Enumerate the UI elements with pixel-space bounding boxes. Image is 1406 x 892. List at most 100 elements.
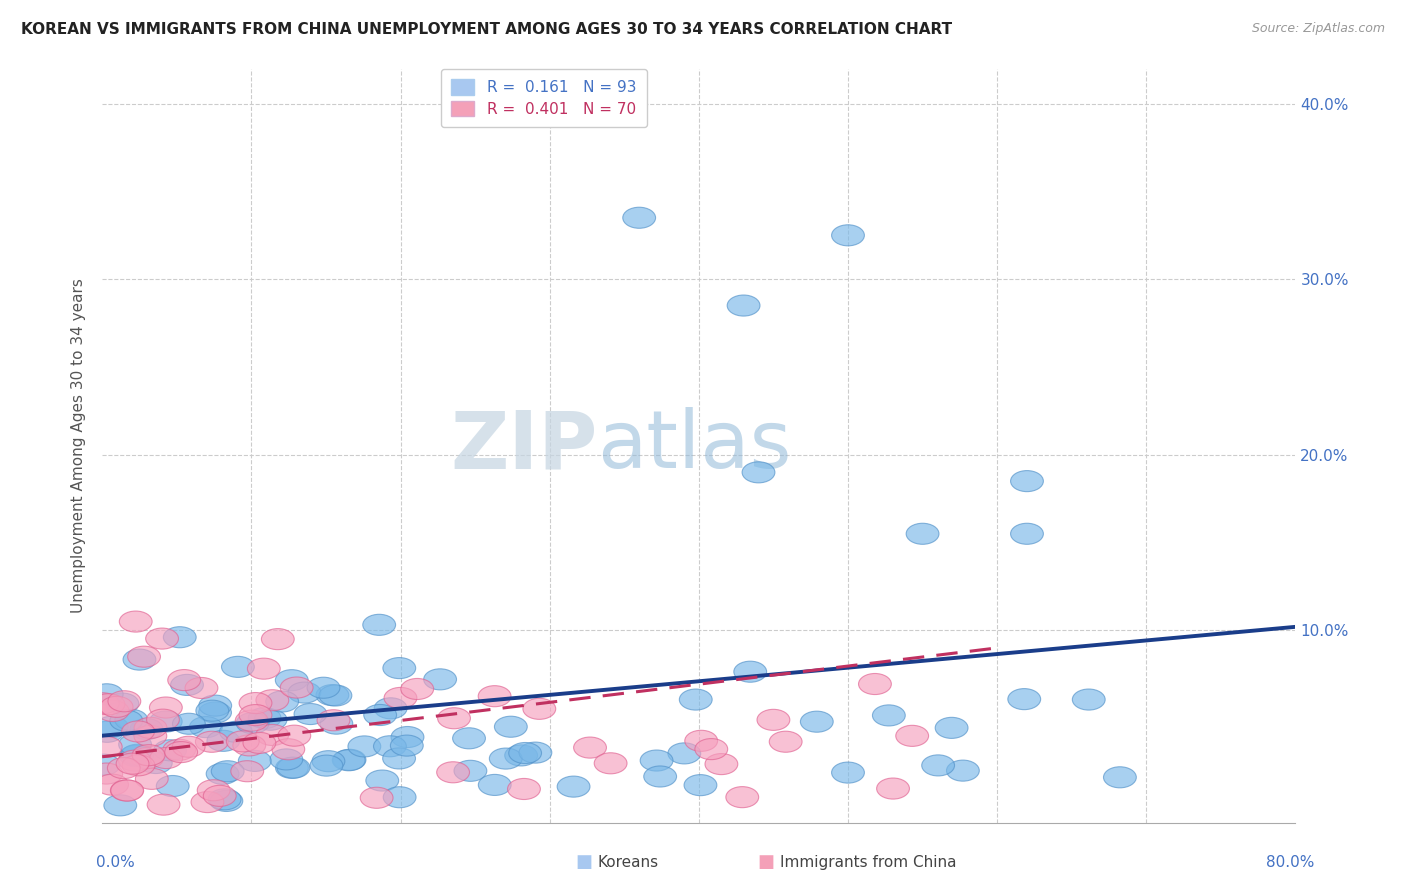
Ellipse shape	[1104, 767, 1136, 788]
Ellipse shape	[278, 725, 311, 747]
Ellipse shape	[231, 761, 264, 781]
Ellipse shape	[800, 711, 834, 732]
Ellipse shape	[489, 748, 522, 769]
Ellipse shape	[294, 704, 326, 724]
Ellipse shape	[211, 761, 245, 781]
Ellipse shape	[170, 674, 204, 696]
Ellipse shape	[139, 753, 172, 773]
Ellipse shape	[316, 684, 349, 706]
Ellipse shape	[122, 755, 155, 776]
Ellipse shape	[437, 707, 471, 729]
Ellipse shape	[374, 736, 406, 756]
Ellipse shape	[124, 649, 156, 670]
Ellipse shape	[239, 692, 271, 714]
Ellipse shape	[277, 757, 309, 778]
Ellipse shape	[271, 739, 305, 760]
Ellipse shape	[254, 709, 287, 731]
Ellipse shape	[243, 732, 276, 754]
Ellipse shape	[115, 709, 148, 731]
Ellipse shape	[574, 737, 606, 758]
Ellipse shape	[120, 611, 152, 632]
Ellipse shape	[309, 756, 343, 776]
Ellipse shape	[131, 747, 163, 769]
Ellipse shape	[117, 753, 149, 774]
Ellipse shape	[401, 679, 433, 699]
Ellipse shape	[207, 764, 239, 784]
Ellipse shape	[523, 698, 555, 719]
Ellipse shape	[640, 750, 673, 771]
Ellipse shape	[118, 734, 152, 755]
Ellipse shape	[167, 670, 201, 690]
Text: ■: ■	[575, 853, 592, 871]
Ellipse shape	[1011, 471, 1043, 491]
Ellipse shape	[146, 709, 180, 731]
Ellipse shape	[508, 779, 540, 799]
Ellipse shape	[134, 717, 167, 739]
Ellipse shape	[128, 646, 160, 667]
Ellipse shape	[100, 697, 134, 717]
Ellipse shape	[209, 790, 243, 812]
Ellipse shape	[873, 705, 905, 726]
Ellipse shape	[685, 774, 717, 796]
Ellipse shape	[644, 766, 676, 787]
Ellipse shape	[129, 719, 163, 739]
Ellipse shape	[195, 700, 229, 722]
Ellipse shape	[153, 739, 187, 761]
Ellipse shape	[96, 700, 129, 722]
Ellipse shape	[319, 685, 352, 706]
Ellipse shape	[288, 682, 321, 703]
Ellipse shape	[374, 698, 406, 719]
Ellipse shape	[1073, 689, 1105, 710]
Ellipse shape	[727, 295, 761, 316]
Ellipse shape	[321, 713, 353, 734]
Ellipse shape	[495, 716, 527, 738]
Ellipse shape	[107, 757, 141, 779]
Text: Source: ZipAtlas.com: Source: ZipAtlas.com	[1251, 22, 1385, 36]
Ellipse shape	[90, 722, 124, 742]
Ellipse shape	[262, 629, 294, 649]
Ellipse shape	[695, 739, 728, 760]
Ellipse shape	[509, 742, 541, 764]
Legend: R =  0.161   N = 93, R =  0.401   N = 70: R = 0.161 N = 93, R = 0.401 N = 70	[440, 69, 647, 128]
Ellipse shape	[922, 755, 955, 776]
Ellipse shape	[423, 669, 457, 690]
Text: 80.0%: 80.0%	[1267, 855, 1315, 870]
Ellipse shape	[110, 710, 142, 731]
Ellipse shape	[105, 693, 139, 714]
Ellipse shape	[190, 716, 222, 738]
Ellipse shape	[149, 711, 183, 732]
Ellipse shape	[831, 762, 865, 783]
Ellipse shape	[191, 791, 224, 813]
Ellipse shape	[756, 709, 790, 731]
Text: ■: ■	[758, 853, 775, 871]
Ellipse shape	[208, 789, 240, 810]
Ellipse shape	[132, 745, 165, 765]
Ellipse shape	[249, 707, 281, 729]
Ellipse shape	[96, 774, 128, 795]
Ellipse shape	[91, 694, 125, 714]
Ellipse shape	[173, 736, 205, 757]
Ellipse shape	[364, 705, 396, 725]
Ellipse shape	[595, 753, 627, 774]
Ellipse shape	[90, 763, 122, 784]
Ellipse shape	[478, 774, 512, 796]
Ellipse shape	[859, 673, 891, 695]
Ellipse shape	[623, 207, 655, 228]
Ellipse shape	[946, 760, 980, 781]
Y-axis label: Unemployment Among Ages 30 to 34 years: Unemployment Among Ages 30 to 34 years	[72, 278, 86, 614]
Ellipse shape	[557, 776, 591, 797]
Ellipse shape	[219, 722, 252, 742]
Ellipse shape	[233, 735, 266, 756]
Ellipse shape	[150, 747, 183, 769]
Ellipse shape	[256, 690, 288, 711]
Ellipse shape	[156, 775, 190, 797]
Ellipse shape	[118, 750, 152, 772]
Ellipse shape	[90, 737, 122, 757]
Ellipse shape	[505, 745, 537, 766]
Ellipse shape	[307, 677, 340, 698]
Ellipse shape	[198, 695, 232, 716]
Ellipse shape	[226, 731, 259, 752]
Ellipse shape	[1008, 689, 1040, 710]
Ellipse shape	[149, 697, 183, 718]
Ellipse shape	[685, 731, 717, 751]
